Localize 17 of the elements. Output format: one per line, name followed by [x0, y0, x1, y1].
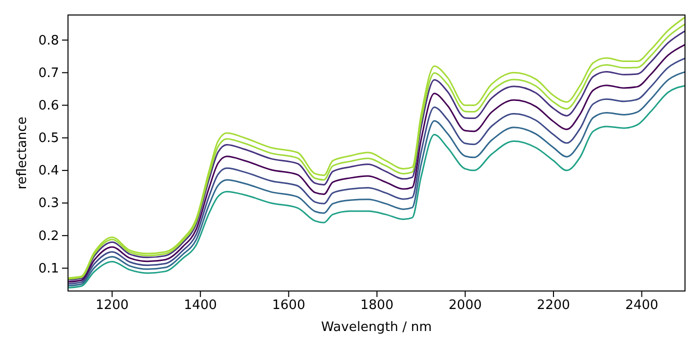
x-tick-label: 1200: [96, 298, 129, 314]
y-tick-label: 0.3: [38, 196, 59, 212]
x-tick-label: 2000: [448, 298, 482, 314]
y-axis-title: reflectance: [15, 116, 30, 190]
y-tick-label: 0.6: [38, 98, 59, 114]
x-tick-label: 2400: [625, 298, 658, 314]
x-tick-label: 1400: [184, 298, 217, 314]
y-tick-label: 0.4: [38, 164, 59, 179]
x-tick-label: 1800: [360, 298, 394, 314]
y-tick-label: 0.5: [38, 131, 59, 146]
y-tick-label: 0.1: [38, 261, 59, 276]
y-tick-label: 0.7: [38, 66, 59, 81]
x-tick-label: 2200: [536, 298, 570, 314]
x-tick-label: 1600: [272, 298, 306, 314]
y-tick-label: 0.2: [38, 228, 59, 244]
y-tick-label: 0.8: [38, 33, 59, 48]
x-axis-title: Wavelength / nm: [321, 320, 432, 335]
